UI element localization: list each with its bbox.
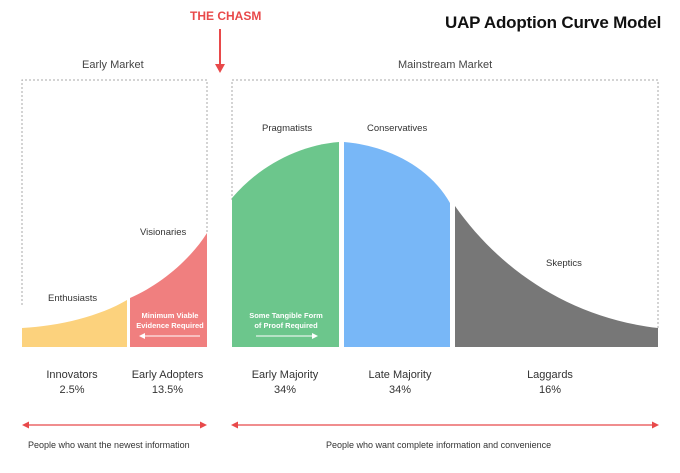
- left-audience-arrow-head-left: [22, 421, 29, 429]
- right-audience-arrow-head-right: [652, 421, 659, 429]
- segment-percentage: 34%: [273, 384, 297, 396]
- early-adopters-requirement-line2: Evidence Required: [136, 321, 204, 330]
- segment-name: Late Majority: [368, 369, 432, 381]
- segment-late-majority: Late Majority 34%: [350, 368, 450, 398]
- pragmatists-label: Pragmatists: [262, 123, 313, 134]
- segment-early-majority: Early Majority 34%: [235, 368, 335, 398]
- early-adopters-requirement: Minimum Viable Evidence Required: [132, 311, 208, 331]
- early-market-box: [21, 79, 208, 305]
- segment-name: Early Majority: [251, 369, 319, 381]
- mainstream-market-label: Mainstream Market: [398, 59, 493, 71]
- segment-percentage: 13.5%: [151, 384, 184, 396]
- innovators-segment: [22, 300, 127, 347]
- chasm-label: THE CHASM: [190, 9, 262, 23]
- right-audience-arrow-head-left: [231, 421, 238, 429]
- page-title: UAP Adoption Curve Model: [445, 13, 662, 32]
- skeptics-label: Skeptics: [546, 258, 582, 269]
- chasm-arrow-head: [215, 64, 225, 73]
- mainstream-market-box: [231, 79, 659, 328]
- segment-name: Early Adopters: [131, 369, 204, 381]
- enthusiasts-label: Enthusiasts: [48, 293, 98, 304]
- left-audience-arrow-head-right: [200, 421, 207, 429]
- early-market-label: Early Market: [82, 59, 144, 71]
- segment-name: Laggards: [527, 369, 573, 381]
- early-majority-requirement-line1: Some Tangible Form: [249, 311, 323, 320]
- conservatives-label: Conservatives: [367, 123, 428, 134]
- visionaries-label: Visionaries: [140, 227, 187, 238]
- early-adopters-requirement-line1: Minimum Viable: [141, 311, 199, 320]
- early-adopters-arrow-head: [139, 333, 145, 339]
- segment-early-adopters: Early Adopters 13.5%: [120, 368, 215, 398]
- early-adopters-segment: [130, 233, 207, 347]
- right-audience-label: People who want complete information and…: [326, 440, 552, 450]
- segment-name: Innovators: [46, 369, 98, 381]
- early-majority-segment: [232, 142, 339, 347]
- left-audience-label: People who want the newest information: [28, 440, 190, 450]
- segment-percentage: 16%: [538, 384, 562, 396]
- early-majority-requirement: Some Tangible Form of Proof Required: [240, 311, 332, 331]
- segment-percentage: 34%: [388, 384, 412, 396]
- early-majority-requirement-line2: of Proof Required: [254, 321, 318, 330]
- segment-laggards: Laggards 16%: [500, 368, 600, 398]
- late-majority-segment: [344, 142, 450, 347]
- segment-percentage: 2.5%: [59, 384, 85, 396]
- segment-innovators: Innovators 2.5%: [22, 368, 122, 398]
- early-majority-arrow-head: [312, 333, 318, 339]
- laggards-segment: [455, 206, 658, 347]
